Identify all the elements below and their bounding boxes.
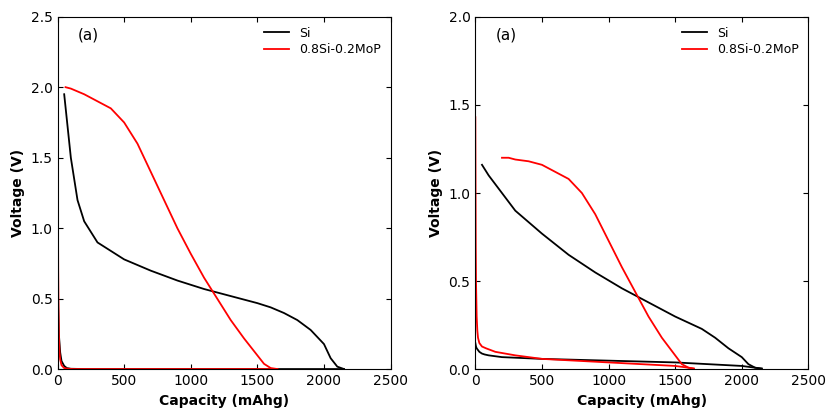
X-axis label: Capacity (mAhg): Capacity (mAhg) [576, 394, 706, 408]
Text: (a): (a) [495, 27, 516, 42]
Legend: Si, 0.8Si-0.2MoP: Si, 0.8Si-0.2MoP [260, 23, 384, 60]
Text: (a): (a) [78, 27, 99, 42]
Y-axis label: Voltage (V): Voltage (V) [11, 149, 25, 237]
Legend: Si, 0.8Si-0.2MoP: Si, 0.8Si-0.2MoP [677, 23, 801, 60]
Y-axis label: Voltage (V): Voltage (V) [428, 149, 442, 237]
X-axis label: Capacity (mAhg): Capacity (mAhg) [159, 394, 288, 408]
